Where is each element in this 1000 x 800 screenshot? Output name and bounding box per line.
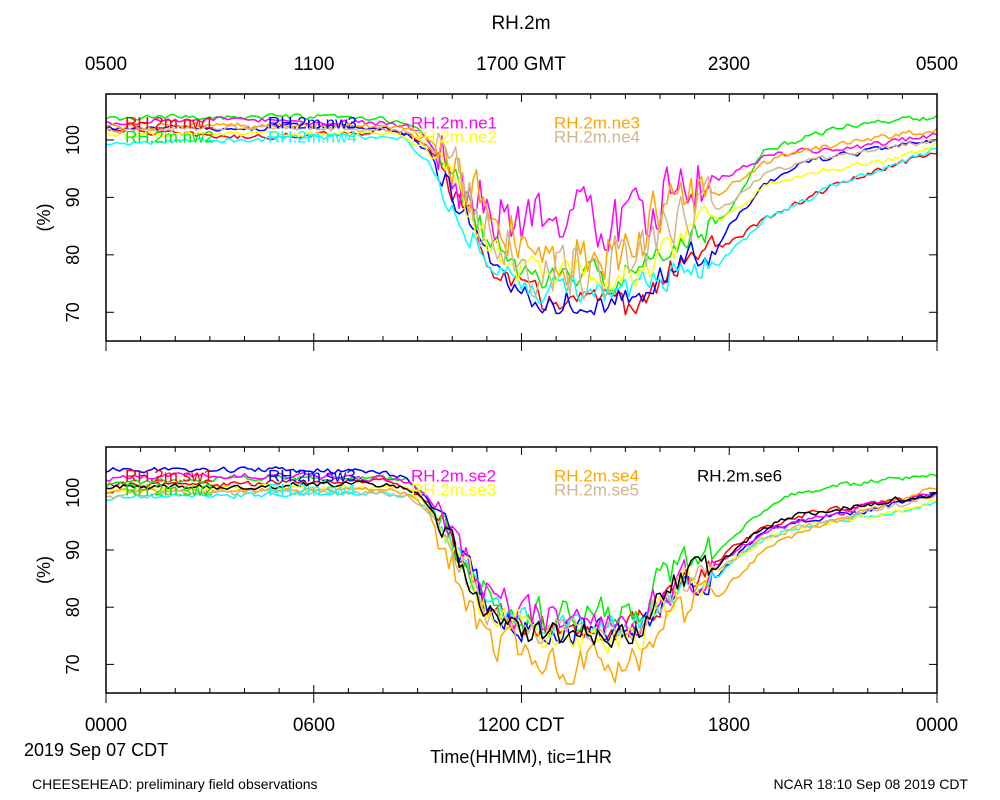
series-line-RH-2m-se6 <box>106 480 937 649</box>
series-line-RH-2m-sw2 <box>106 473 937 633</box>
series-line-RH-2m-nw4 <box>106 133 937 304</box>
gmt-tick-label: 0500 <box>916 54 958 75</box>
legend-label-RH-2m-se4: RH.2m.se4 <box>554 467 639 486</box>
cdt-tick-label: 0600 <box>293 715 335 736</box>
legend-label-RH-2m-se2: RH.2m.se2 <box>411 467 496 486</box>
gmt-tick-label: 1100 <box>294 54 335 75</box>
legend-label-RH-2m-sw2: RH.2m.sw2 <box>125 481 213 500</box>
lower-y-tick-label: 90 <box>63 540 83 560</box>
gmt-tick-label: 2300 <box>708 54 750 75</box>
upper-y-axis-label: (%) <box>34 204 54 232</box>
footer-project-label: CHEESEHEAD: preliminary field observatio… <box>32 776 318 792</box>
lower-y-tick-label: 100 <box>63 478 83 508</box>
date-label: 2019 Sep 07 CDT <box>24 740 168 760</box>
upper-y-tick-label: 70 <box>63 302 83 322</box>
legend-label-RH-2m-nw3: RH.2m.nw3 <box>268 114 357 133</box>
upper-y-tick-label: 90 <box>63 187 83 207</box>
lower-panel-south: 708090100(%)RH.2m.sw1RH.2m.sw2RH.2m.sw3R… <box>34 446 938 703</box>
gmt-tick-label: 1700 GMT <box>476 54 566 75</box>
cdt-tick-label: 1200 CDT <box>478 715 565 736</box>
series-line-RH-2m-nw1 <box>106 127 937 316</box>
legend-label-RH-2m-nw4: RH.2m.nw4 <box>268 128 357 147</box>
legend-label-RH-2m-ne4: RH.2m.ne4 <box>554 128 640 147</box>
lower-y-tick-label: 70 <box>63 654 83 674</box>
legend-label-RH-2m-ne2: RH.2m.ne2 <box>411 128 497 147</box>
legend-label-RH-2m-nw2: RH.2m.nw2 <box>125 128 214 147</box>
x-axis-title: Time(HHMM), tic=1HR <box>430 747 612 767</box>
legend-label-RH-2m-sw3: RH.2m.sw3 <box>268 467 356 486</box>
series-line-RH-2m-se2 <box>106 471 937 638</box>
lower-series-group <box>106 466 937 686</box>
cdt-tick-label: 0000 <box>916 715 958 736</box>
chart-title: RH.2m <box>491 13 550 34</box>
series-line-RH-2m-ne3 <box>106 122 937 286</box>
legend-label-RH-2m-ne3: RH.2m.ne3 <box>554 114 640 133</box>
series-line-RH-2m-se4 <box>106 486 937 686</box>
bottom-cdt-axis: 0000 0600 1200 CDT 1800 0000 <box>85 715 958 736</box>
lower-y-axis-label: (%) <box>34 556 54 584</box>
upper-panel-north: 708090100(%)RH.2m.nw1RH.2m.nw2RH.2m.nw3R… <box>34 93 938 351</box>
series-line-RH-2m-sw3 <box>106 466 937 646</box>
upper-y-tick-label: 80 <box>63 245 83 265</box>
top-gmt-axis: 0500 1100 1700 GMT 2300 0500 <box>85 54 958 75</box>
legend-label-RH-2m-nw1: RH.2m.nw1 <box>125 114 214 133</box>
legend-label-RH-2m-se5: RH.2m.se5 <box>554 481 639 500</box>
series-line-RH-2m-ne4 <box>106 124 937 300</box>
gmt-tick-label: 0500 <box>85 54 127 75</box>
cdt-tick-label: 1800 <box>708 715 750 736</box>
footer-ncar-timestamp: NCAR 18:10 Sep 08 2019 CDT <box>773 776 968 792</box>
legend-label-RH-2m-se3: RH.2m.se3 <box>411 481 496 500</box>
lower-plot-frame <box>105 446 938 694</box>
legend-label-RH-2m-se6: RH.2m.se6 <box>697 467 782 486</box>
legend-label-RH-2m-ne1: RH.2m.ne1 <box>411 114 497 133</box>
series-line-RH-2m-sw1 <box>106 477 937 642</box>
upper-series-group <box>106 113 937 316</box>
legend-label-RH-2m-sw4: RH.2m.sw4 <box>268 481 356 500</box>
upper-plot-frame <box>105 93 938 342</box>
lower-y-tick-label: 80 <box>63 597 83 617</box>
legend-label-RH-2m-sw1: RH.2m.sw1 <box>125 467 213 486</box>
upper-y-tick-label: 100 <box>63 125 83 155</box>
cdt-tick-label: 0000 <box>85 715 127 736</box>
